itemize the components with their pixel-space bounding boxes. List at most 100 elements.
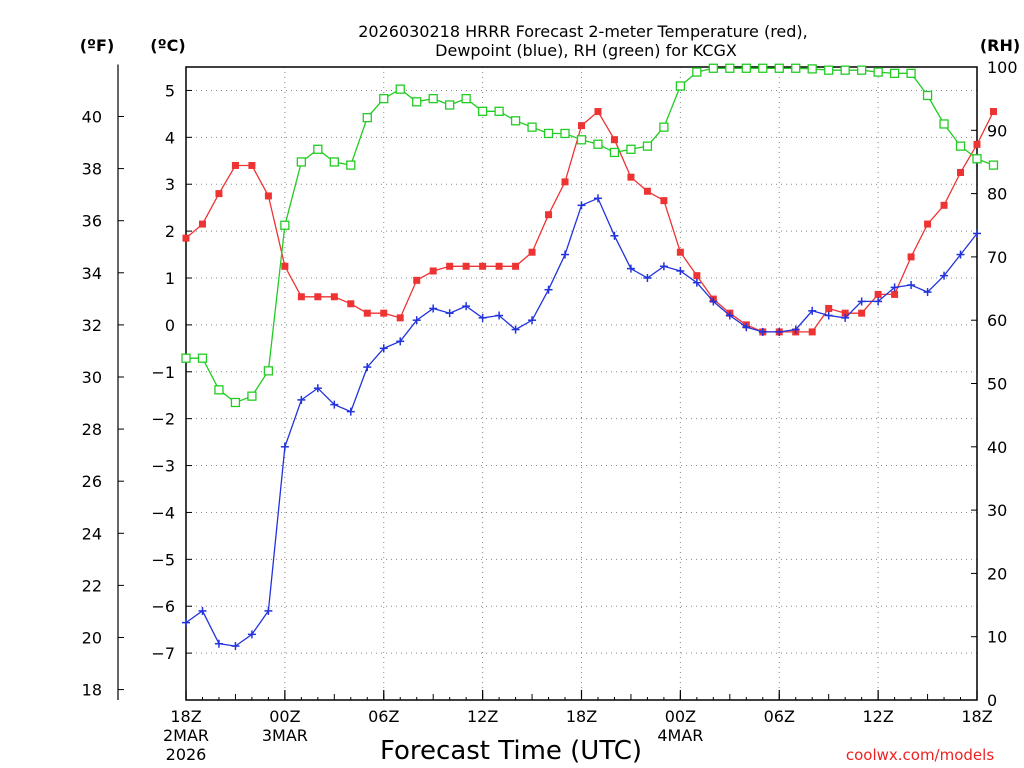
celsius-tick-label: −6 [151, 597, 175, 616]
fahrenheit-tick-label: 22 [82, 576, 102, 595]
temperature-point [297, 293, 305, 301]
rh-tick-label: 0 [987, 691, 997, 710]
temperature-point [940, 201, 948, 209]
dewpoint-point [775, 327, 784, 336]
dewpoint-point [511, 325, 520, 334]
rh-point [972, 154, 982, 164]
dewpoint-point [709, 297, 718, 306]
rh-point [906, 68, 916, 78]
chart-title-line2: Dewpoint (blue), RH (green) for KCGX [435, 41, 737, 60]
dewpoint-point [346, 407, 355, 416]
time-tick-label: 18Z [566, 707, 597, 726]
time-tick-label: 3MAR [262, 726, 308, 745]
dewpoint-point [462, 302, 471, 311]
rh-point [609, 147, 620, 158]
dewpoint-point [396, 337, 405, 346]
rh-tick-label: 100 [987, 58, 1018, 77]
rh-point [510, 116, 521, 126]
temperature-point [248, 161, 256, 169]
celsius-unit-label: (ºC) [150, 36, 185, 55]
temperature-point [215, 190, 223, 198]
dewpoint-point [890, 283, 899, 292]
rh-point [428, 94, 438, 104]
rh-point [725, 63, 735, 73]
temperature-point [495, 262, 503, 270]
dewpoint-point [907, 281, 916, 290]
temperature-point [231, 161, 239, 169]
rh-tick-label: 20 [987, 564, 1007, 583]
dewpoint-point [940, 271, 949, 280]
rh-point [412, 97, 422, 107]
dewpoint-point [808, 306, 817, 315]
celsius-tick-label: 1 [165, 269, 175, 288]
fahrenheit-tick-label: 40 [82, 107, 102, 126]
celsius-tick-label: −3 [151, 457, 175, 476]
rh-point [197, 353, 208, 363]
temperature-point [182, 234, 190, 242]
temperature-point [924, 220, 932, 228]
temperature-point [841, 309, 849, 317]
rh-point [659, 122, 669, 132]
temperature-point [973, 140, 981, 148]
dewpoint-point [313, 384, 322, 393]
temperature-point [545, 211, 553, 219]
rh-point [296, 157, 307, 167]
temperature-point [957, 169, 965, 176]
rh-point [527, 122, 537, 132]
dewpoint-point [528, 316, 537, 325]
rh-tick-label: 30 [987, 501, 1007, 520]
celsius-axis: −7 −6 −5 −4 −3 −2 −1 0 1 2 3 4 5 [151, 81, 192, 663]
dewpoint-point [973, 229, 981, 238]
rh-point [560, 128, 570, 139]
temperature-point [561, 178, 569, 186]
rh-point [922, 90, 933, 101]
rh-point [758, 63, 768, 73]
temperature-point [281, 262, 289, 270]
temperature-point [907, 253, 915, 261]
temperature-point [446, 262, 454, 270]
temperature-point [693, 272, 701, 280]
dewpoint-point [363, 363, 372, 372]
rh-point [642, 141, 653, 151]
rh-point [214, 385, 224, 395]
temperature-point [264, 192, 272, 200]
dewpoint-point [495, 311, 504, 320]
rh-point [626, 144, 636, 154]
dewpoint-point [330, 400, 339, 409]
dewpoint-point [577, 201, 586, 210]
rh-axis: 0 10 20 30 40 50 60 70 80 90 100 [971, 58, 1018, 710]
rh-point [494, 106, 504, 116]
dewpoint-point [643, 274, 652, 282]
temperature-point [347, 300, 355, 308]
rh-point [593, 139, 603, 149]
time-tick-label: 18Z [961, 707, 992, 726]
temperature-point [874, 290, 882, 298]
dewpoint-point [593, 194, 602, 203]
temperature-point [676, 248, 684, 256]
dewpoint-point [412, 316, 421, 325]
rh-point [741, 63, 751, 73]
celsius-tick-label: 4 [165, 128, 175, 147]
rh-point [263, 366, 274, 376]
rh-tick-label: 70 [987, 248, 1007, 267]
rh-point [280, 220, 290, 230]
rh-point [840, 65, 850, 75]
dewpoint-point [692, 278, 701, 287]
rh-point [889, 68, 900, 78]
rh-point [807, 64, 817, 74]
temperature-point [314, 293, 322, 301]
fahrenheit-tick-label: 36 [82, 212, 102, 231]
rh-point [543, 128, 554, 139]
time-tick-label: 12Z [467, 707, 498, 726]
dewpoint-point [742, 323, 751, 332]
fahrenheit-tick-label: 34 [82, 264, 102, 283]
dewpoint-point [561, 250, 570, 259]
temperature-point [858, 309, 866, 317]
rh-tick-label: 60 [987, 311, 1007, 330]
series-rh [181, 63, 999, 408]
fahrenheit-tick-label: 20 [82, 628, 102, 647]
x-axis-title: Forecast Time (UTC) [380, 736, 642, 766]
temperature-point [380, 309, 388, 317]
dewpoint-point [676, 266, 685, 275]
